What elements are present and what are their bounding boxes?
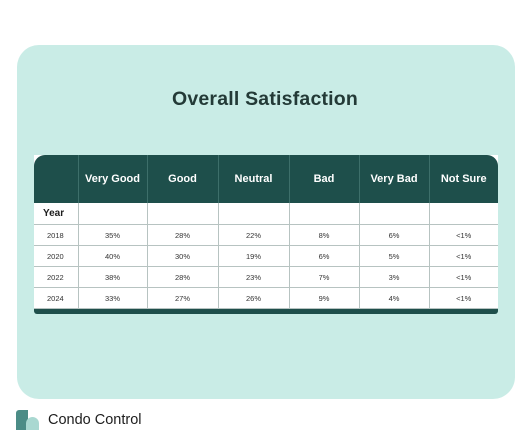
value-cell: 38% <box>78 266 148 288</box>
header-row: Very Good Good Neutral Bad Very Bad Not … <box>34 155 498 203</box>
value-cell: 33% <box>78 287 148 309</box>
column-header: Not Sure <box>429 155 498 203</box>
table-footer-bar <box>34 309 498 314</box>
column-header: Neutral <box>218 155 290 203</box>
value-cell: 28% <box>147 224 219 246</box>
value-cell: 9% <box>289 287 360 309</box>
empty-cell <box>218 203 290 225</box>
brand-logo: Condo Control <box>16 410 142 430</box>
value-cell: 4% <box>359 287 430 309</box>
value-cell: <1% <box>429 266 498 288</box>
empty-cell <box>289 203 360 225</box>
empty-cell <box>359 203 430 225</box>
value-cell: 23% <box>218 266 290 288</box>
year-column-label: Year <box>34 203 79 225</box>
value-cell: 40% <box>78 245 148 267</box>
table-row: 2020 40% 30% 19% 6% 5% <1% <box>34 245 498 267</box>
value-cell: 3% <box>359 266 430 288</box>
empty-cell <box>429 203 498 225</box>
year-label-row: Year <box>34 203 498 225</box>
year-cell: 2020 <box>34 245 79 267</box>
brand-name: Condo Control <box>48 412 142 428</box>
value-cell: 22% <box>218 224 290 246</box>
year-cell: 2018 <box>34 224 79 246</box>
corner-header-cell <box>34 155 79 203</box>
condo-control-logo-icon <box>16 410 40 430</box>
column-header: Very Bad <box>359 155 430 203</box>
empty-cell <box>78 203 148 225</box>
column-header: Good <box>147 155 219 203</box>
value-cell: 30% <box>147 245 219 267</box>
value-cell: 35% <box>78 224 148 246</box>
empty-cell <box>147 203 219 225</box>
value-cell: 28% <box>147 266 219 288</box>
column-header: Bad <box>289 155 360 203</box>
year-cell: 2024 <box>34 287 79 309</box>
table-row: 2024 33% 27% 26% 9% 4% <1% <box>34 287 498 309</box>
page-title: Overall Satisfaction <box>171 88 359 110</box>
value-cell: 6% <box>289 245 360 267</box>
value-cell: 6% <box>359 224 430 246</box>
satisfaction-table-container: Very Good Good Neutral Bad Very Bad Not … <box>34 155 498 314</box>
value-cell: <1% <box>429 287 498 309</box>
value-cell: 7% <box>289 266 360 288</box>
value-cell: 8% <box>289 224 360 246</box>
value-cell: <1% <box>429 245 498 267</box>
value-cell: 19% <box>218 245 290 267</box>
value-cell: 27% <box>147 287 219 309</box>
value-cell: 26% <box>218 287 290 309</box>
value-cell: <1% <box>429 224 498 246</box>
value-cell: 5% <box>359 245 430 267</box>
table-row: 2018 35% 28% 22% 8% 6% <1% <box>34 224 498 246</box>
year-cell: 2022 <box>34 266 79 288</box>
satisfaction-table: Very Good Good Neutral Bad Very Bad Not … <box>34 155 498 309</box>
table-row: 2022 38% 28% 23% 7% 3% <1% <box>34 266 498 288</box>
column-header: Very Good <box>78 155 148 203</box>
